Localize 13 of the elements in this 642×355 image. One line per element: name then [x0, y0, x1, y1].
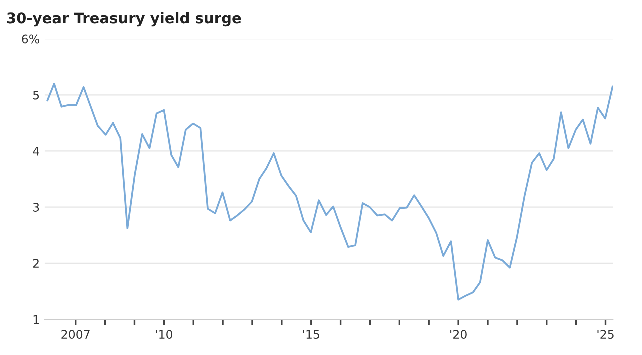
line-series — [46, 83, 614, 301]
y-tick-label: 4 — [33, 147, 40, 156]
chart-title: 30-year Treasury yield surge — [7, 12, 242, 27]
x-tick-label: '20 — [450, 330, 467, 340]
x-tick-label: '10 — [156, 330, 173, 340]
x-tick-label: '25 — [598, 330, 614, 340]
x-tick-label: '15 — [303, 330, 320, 340]
y-tick-label: 2 — [33, 259, 39, 268]
y-tick-label: 5 — [33, 91, 40, 100]
y-tick-label: 6% — [22, 34, 40, 44]
y-tick-label: 3 — [33, 203, 40, 212]
y-tick-label: 1 — [34, 315, 39, 324]
x-tick-label: 2007 — [62, 330, 90, 340]
